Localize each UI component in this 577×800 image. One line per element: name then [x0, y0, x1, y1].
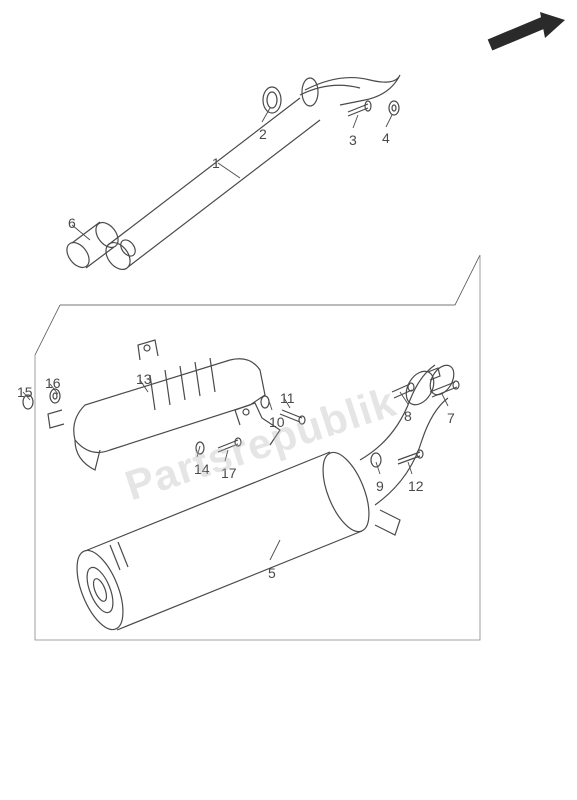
part-nut-4	[389, 101, 399, 115]
part-washer-10	[261, 396, 269, 408]
part-washer-14	[196, 442, 204, 454]
callout-3: 3	[349, 132, 357, 148]
callout-4: 4	[382, 130, 390, 146]
part-nut-16	[50, 389, 60, 403]
part-exhaust-pipe	[101, 75, 400, 274]
leader-lines	[23, 108, 448, 560]
callout-5: 5	[268, 565, 276, 581]
direction-arrow	[490, 12, 565, 45]
part-washer-9	[371, 453, 381, 467]
part-bolt-17	[218, 438, 241, 452]
callout-8: 8	[404, 408, 412, 424]
part-bolt-12	[398, 450, 423, 464]
callout-7: 7	[447, 410, 455, 426]
part-heat-shield	[48, 340, 265, 470]
part-gasket	[263, 87, 281, 113]
callout-16: 16	[45, 375, 61, 391]
callout-15: 15	[17, 384, 33, 400]
callout-6: 6	[68, 215, 76, 231]
callout-11: 11	[280, 390, 295, 406]
projection-lines-upper	[35, 255, 480, 355]
callout-1: 1	[212, 155, 220, 171]
callout-14: 14	[194, 461, 210, 477]
callout-2: 2	[259, 126, 267, 142]
part-muffler	[68, 361, 459, 636]
callout-12: 12	[408, 478, 424, 494]
callout-9: 9	[376, 478, 384, 494]
callout-17: 17	[221, 465, 237, 481]
callout-10: 10	[269, 414, 285, 430]
callout-13: 13	[136, 371, 152, 387]
